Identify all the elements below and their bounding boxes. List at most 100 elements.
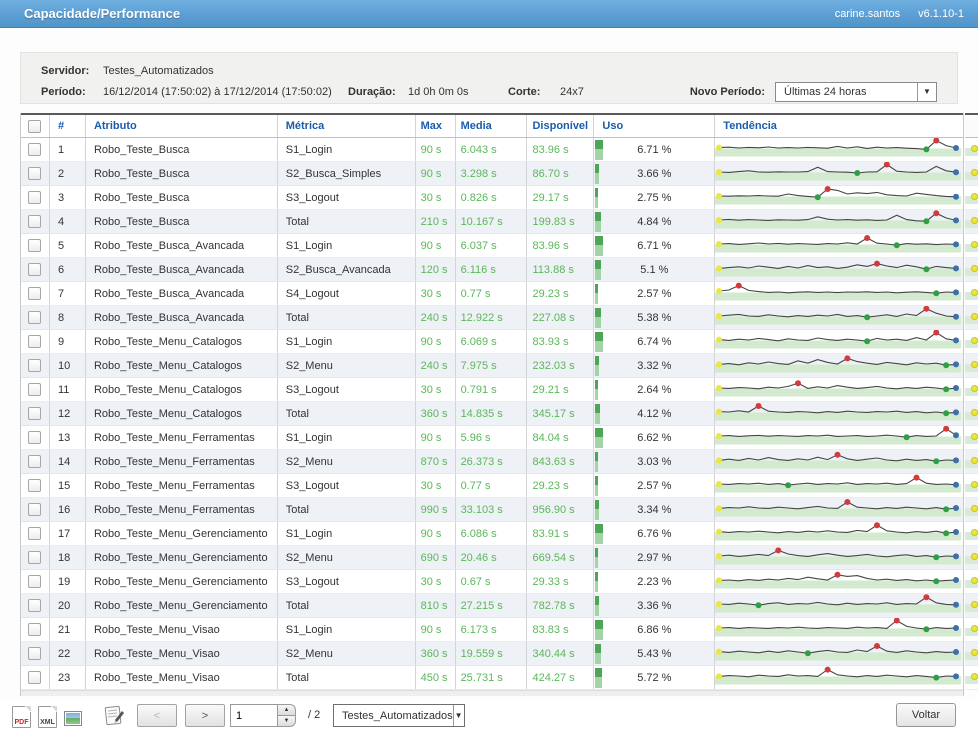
row-checkbox[interactable] [28,167,41,180]
row-num: 7 [50,282,86,305]
periodo-label: Período: [41,86,103,98]
row-checkbox[interactable] [28,575,41,588]
row-tendencia-cell [715,450,963,473]
table-row: 5 Robo_Teste_Busca_Avancada S1_Login 90 … [21,234,963,258]
row-uso: 2.75 % [637,192,671,204]
row-disponivel: 345.17 s [527,402,594,425]
row-max: 990 s [416,498,456,521]
row-max: 90 s [416,426,456,449]
spinner-up-button[interactable]: ▲ [277,704,296,715]
row-disponivel: 340.44 s [527,642,594,665]
trend-sparkline [715,162,961,185]
row-checkbox[interactable] [28,551,41,564]
row-num: 2 [50,162,86,185]
row-uso-cell: 2.23 % [594,570,715,593]
uso-bar [595,212,601,232]
row-atributo: Robo_Teste_Menu_Visao [86,642,278,665]
row-checkbox[interactable] [28,527,41,540]
row-tendencia-cell [715,426,963,449]
row-uso: 6.86 % [637,624,671,636]
overflow-trend-cell [965,162,978,186]
row-checkbox[interactable] [28,383,41,396]
row-checkbox[interactable] [28,191,41,204]
row-checkbox[interactable] [28,455,41,468]
col-header-disponivel: Disponível [527,115,594,137]
table-row: 6 Robo_Teste_Busca_Avancada S2_Busca_Ava… [21,258,963,282]
row-checkbox[interactable] [28,263,41,276]
export-pdf-icon[interactable]: PDF [12,706,31,728]
row-tendencia-cell [715,258,963,281]
table-row: 15 Robo_Teste_Menu_Ferramentas S3_Logout… [21,474,963,498]
row-num: 19 [50,570,86,593]
row-atributo: Robo_Teste_Menu_Catalogos [86,402,278,425]
trend-sparkline [715,450,961,473]
row-uso: 3.66 % [637,168,671,180]
row-tendencia-cell [715,354,963,377]
row-disponivel: 232.03 s [527,354,594,377]
row-media: 33.103 s [456,498,528,521]
row-checkbox[interactable] [28,431,41,444]
overflow-trend-cell [965,402,978,426]
trend-sparkline [715,474,961,497]
overflow-trend-cell [965,666,978,690]
table-row: 4 Robo_Teste_Busca Total 210 s 10.167 s … [21,210,963,234]
trend-start-dot [971,313,978,320]
row-uso-cell: 5.43 % [594,642,715,665]
row-uso: 3.03 % [637,456,671,468]
trend-start-dot [971,337,978,344]
row-checkbox[interactable] [28,503,41,516]
row-atributo: Robo_Teste_Busca_Avancada [86,306,278,329]
prev-page-button[interactable]: < [137,704,177,727]
trend-sparkline [715,186,961,209]
server-select[interactable]: Testes_Automatizados ▼ [333,704,465,727]
row-max: 450 s [416,666,456,689]
table-row: 13 Robo_Teste_Menu_Ferramentas S1_Login … [21,426,963,450]
voltar-button[interactable]: Voltar [896,703,956,727]
trend-start-dot [971,193,978,200]
row-media: 6.069 s [456,330,528,353]
row-checkbox[interactable] [28,239,41,252]
row-checkbox[interactable] [28,335,41,348]
row-checkbox[interactable] [28,623,41,636]
row-checkbox[interactable] [28,287,41,300]
row-checkbox[interactable] [28,599,41,612]
row-uso-cell: 6.62 % [594,426,715,449]
row-disponivel: 83.96 s [527,234,594,257]
uso-bar [595,188,598,208]
export-xml-icon[interactable]: XML [38,706,57,728]
row-checkbox[interactable] [28,143,41,156]
row-atributo: Robo_Teste_Menu_Ferramentas [86,498,278,521]
row-checkbox[interactable] [28,479,41,492]
row-max: 30 s [416,474,456,497]
spinner-down-button[interactable]: ▼ [277,715,296,727]
trend-start-dot [971,385,978,392]
export-image-icon[interactable] [64,711,82,726]
table-body: 1 Robo_Teste_Busca S1_Login 90 s 6.043 s… [21,138,963,690]
row-checkbox[interactable] [28,671,41,684]
report-icon[interactable] [103,704,125,729]
trend-start-dot [971,169,978,176]
period-select[interactable]: Últimas 24 horas ▼ [775,82,937,102]
select-all-checkbox[interactable] [28,120,41,133]
page-input[interactable] [230,704,277,727]
servidor-label: Servidor: [41,65,103,77]
row-tendencia-cell [715,138,963,161]
row-checkbox[interactable] [28,215,41,228]
row-checkbox[interactable] [28,647,41,660]
row-checkbox[interactable] [28,311,41,324]
row-checkbox[interactable] [28,407,41,420]
trend-sparkline [715,354,961,377]
trend-start-dot [971,673,978,680]
row-checkbox[interactable] [28,359,41,372]
row-num: 1 [50,138,86,161]
row-max: 90 s [416,330,456,353]
trend-start-dot [971,481,978,488]
next-page-button[interactable]: > [185,704,225,727]
uso-bar [595,500,599,520]
trend-sparkline [715,522,961,545]
row-uso: 2.97 % [637,552,671,564]
row-tendencia-cell [715,186,963,209]
table-row: 11 Robo_Teste_Menu_Catalogos S3_Logout 3… [21,378,963,402]
overflow-trend-strip [965,113,978,690]
row-atributo: Robo_Teste_Menu_Ferramentas [86,450,278,473]
